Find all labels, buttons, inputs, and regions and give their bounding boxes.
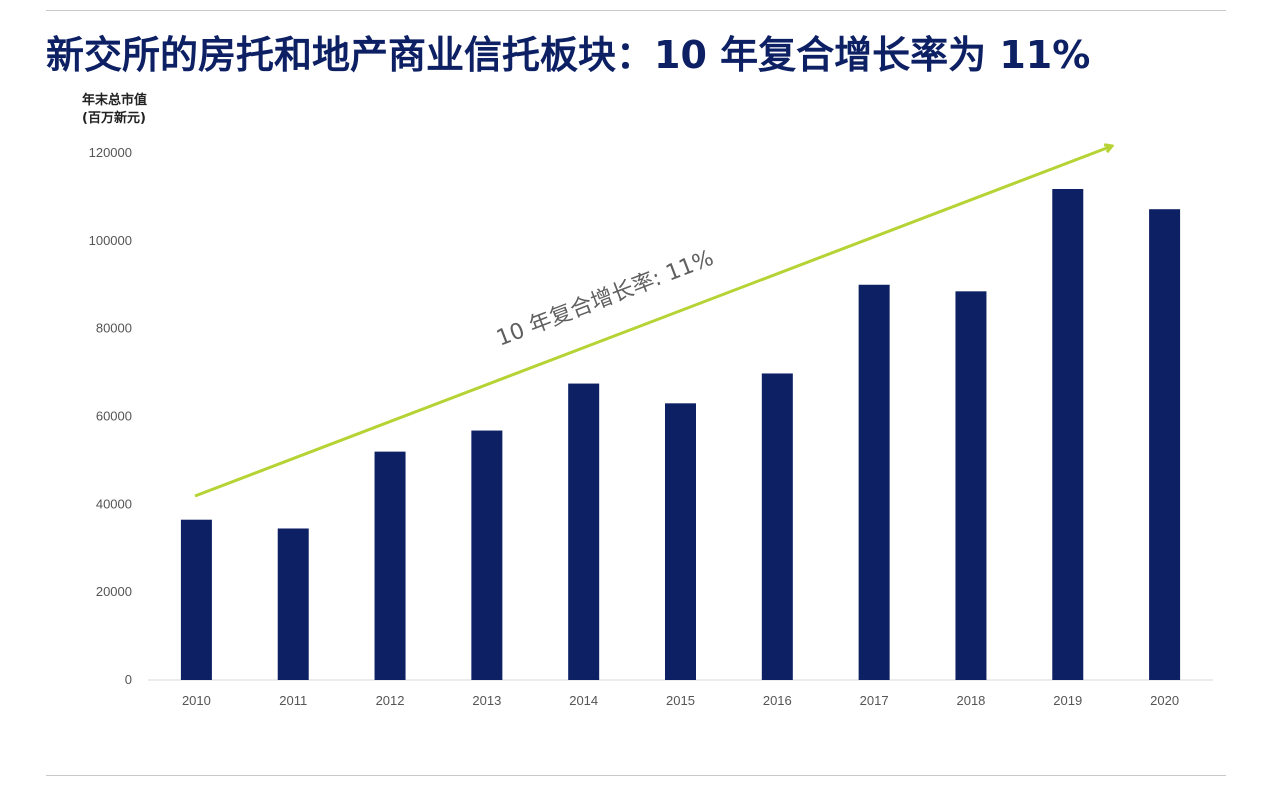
y-tick-label: 80000 xyxy=(96,321,132,336)
bar-2020 xyxy=(1149,209,1181,681)
y-tick-label: 20000 xyxy=(96,584,132,599)
x-tick-label: 2017 xyxy=(860,693,889,708)
y-tick-label: 40000 xyxy=(96,496,132,511)
bar-2010 xyxy=(180,519,212,680)
page-title: 新交所的房托和地产商业信托板块：10 年复合增长率为 11% xyxy=(46,33,1091,77)
y-axis-label: 年末总市值 (百万新元) xyxy=(82,92,147,128)
bar-2017 xyxy=(858,284,890,680)
bottom-rule xyxy=(46,775,1226,776)
x-tick-label: 2016 xyxy=(763,693,792,708)
y-tick-label: 60000 xyxy=(96,409,132,424)
bars-group xyxy=(180,189,1181,681)
y-tick-label: 120000 xyxy=(89,145,132,160)
trend-arrow xyxy=(194,146,1112,498)
x-tick-label: 2010 xyxy=(182,693,211,708)
y-axis-label-line1: 年末总市值 xyxy=(82,93,148,108)
x-tick-label: 2020 xyxy=(1150,693,1179,708)
x-tick-label: 2018 xyxy=(956,693,985,708)
bar-2011 xyxy=(277,528,309,680)
y-axis-label-line2: (百万新元) xyxy=(82,111,146,126)
x-axis-ticks: 2010 2011 2012 2013 2014 2015 2016 2017 2018 2019… xyxy=(182,693,1179,708)
y-tick-label: 0 xyxy=(125,672,132,687)
top-rule xyxy=(46,10,1226,11)
bar-2018 xyxy=(955,291,987,680)
x-tick-label: 2011 xyxy=(279,693,307,708)
bar-2013 xyxy=(471,430,503,680)
x-tick-label: 2013 xyxy=(472,693,501,708)
x-tick-label: 2015 xyxy=(666,693,695,708)
x-tick-label: 2012 xyxy=(376,693,405,708)
bar-2014 xyxy=(568,383,600,680)
growth-annotation: 10 年复合增长率: 11% xyxy=(493,246,717,352)
bar-2016 xyxy=(761,373,793,680)
y-axis-ticks: 0 20000 40000 60000 80000 100000 120000 xyxy=(89,145,132,687)
x-tick-label: 2014 xyxy=(569,693,598,708)
bar-2019 xyxy=(1052,189,1084,681)
bar-2012 xyxy=(374,451,406,680)
y-tick-label: 100000 xyxy=(89,233,132,248)
x-tick-label: 2019 xyxy=(1053,693,1082,708)
bar-2015 xyxy=(665,403,696,680)
